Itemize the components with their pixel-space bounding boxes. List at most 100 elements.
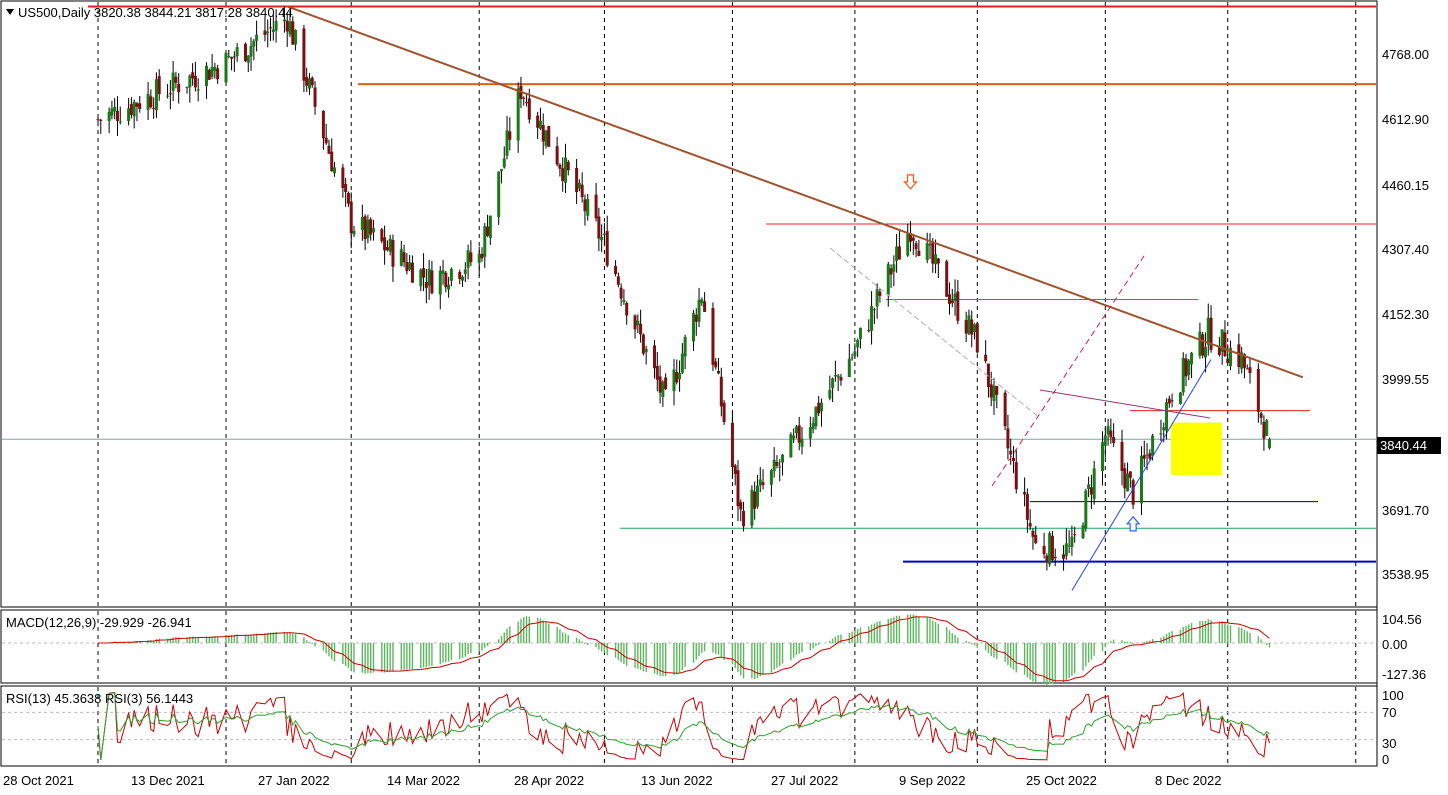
candle-body	[577, 182, 581, 189]
candle-body	[1209, 317, 1213, 350]
candle-body	[683, 336, 687, 357]
candle-body	[191, 72, 195, 79]
dashed-line	[829, 247, 1041, 419]
candle-body	[956, 291, 960, 321]
candle-body	[1165, 402, 1169, 431]
candle-body	[269, 27, 273, 29]
candle-body	[755, 485, 759, 507]
candle-body	[249, 45, 253, 57]
candle-body	[352, 230, 356, 235]
candle-body	[1120, 441, 1124, 472]
candle-body	[427, 268, 431, 286]
rsi-tick: 100	[1382, 688, 1404, 703]
candle-body	[1123, 468, 1127, 489]
candle-body	[953, 293, 957, 301]
rsi-title: RSI(13) 45.3638 RSI(3) 56.1443	[6, 691, 193, 706]
candle-body	[96, 119, 100, 121]
candle-body	[911, 237, 915, 241]
candle-body	[1109, 430, 1113, 438]
candle-body	[522, 97, 526, 99]
candle-body	[794, 426, 798, 434]
date-label: 28 Oct 2021	[3, 773, 74, 788]
candle-body	[410, 262, 414, 283]
candle-body	[758, 479, 762, 486]
candle-body	[558, 164, 562, 169]
candle-body	[909, 233, 913, 242]
candle-body	[266, 31, 270, 34]
candle-body	[753, 491, 757, 509]
candle-body	[886, 264, 890, 295]
candle-body	[775, 462, 779, 466]
candle-body	[138, 103, 142, 109]
candle-body	[1025, 494, 1029, 520]
candle-body	[405, 261, 409, 272]
candle-body	[544, 130, 548, 146]
candle-body	[1009, 450, 1013, 455]
candle-body	[497, 171, 501, 218]
candle-body	[792, 435, 796, 439]
candle-body	[224, 52, 228, 83]
candle-body	[99, 119, 103, 121]
candle-body	[1190, 352, 1194, 365]
candle-body	[817, 402, 821, 414]
rsi-axis: 100 70 30 0	[1382, 688, 1404, 767]
candle-body	[1092, 468, 1096, 499]
candle-body	[344, 183, 348, 193]
candle-body	[769, 470, 773, 485]
candle-body	[995, 386, 999, 395]
candle-body	[246, 55, 250, 63]
candle-body	[1050, 535, 1054, 560]
candle-body	[947, 294, 951, 304]
candle-body	[291, 21, 295, 45]
candle-body	[644, 348, 648, 353]
candle-body	[310, 77, 314, 86]
candle-body	[1206, 317, 1210, 345]
candle-body	[970, 319, 974, 335]
candle-body	[216, 68, 220, 80]
candle-body	[1073, 534, 1077, 536]
candle-body	[1159, 433, 1163, 435]
candle-body	[1081, 525, 1085, 539]
candle-body	[1184, 358, 1188, 377]
candle-body	[675, 371, 679, 383]
candle-body	[380, 229, 384, 242]
menu-triangle-icon[interactable]	[6, 9, 14, 15]
candle-body	[110, 108, 114, 116]
candle-body	[1011, 457, 1015, 462]
candle-body	[1139, 455, 1143, 504]
candle-body	[274, 20, 278, 31]
candle-body	[722, 402, 726, 422]
candle-body	[324, 137, 328, 144]
candle-body	[486, 226, 490, 236]
candle-body	[447, 284, 451, 290]
candle-body	[895, 246, 899, 261]
candle-body	[235, 47, 239, 57]
candle-body	[1014, 462, 1018, 490]
candle-body	[641, 334, 645, 354]
candle-body	[797, 425, 801, 443]
rsi-tick: 70	[1382, 705, 1396, 720]
candle-body	[870, 305, 874, 331]
candle-body	[1064, 543, 1068, 556]
candle-body	[391, 239, 395, 267]
candle-body	[243, 43, 247, 61]
candle-body	[1203, 346, 1207, 358]
candle-body	[1151, 435, 1155, 456]
price-tick: 3999.55	[1382, 372, 1429, 387]
price-tick: 4152.30	[1382, 307, 1429, 322]
candle-body	[1229, 348, 1233, 367]
candle-body	[149, 96, 153, 108]
candle-body	[828, 389, 832, 399]
candle-body	[1053, 556, 1057, 559]
candle-body	[856, 339, 860, 348]
trendline	[1071, 359, 1212, 591]
rsi-tick: 30	[1382, 736, 1396, 751]
candle-body	[622, 299, 626, 303]
candle-body	[867, 330, 871, 332]
candle-body	[714, 361, 718, 368]
macd-signal-line	[97, 616, 1270, 682]
candle-body	[1170, 400, 1174, 402]
candle-body	[424, 281, 428, 288]
candle-body	[1042, 545, 1046, 555]
